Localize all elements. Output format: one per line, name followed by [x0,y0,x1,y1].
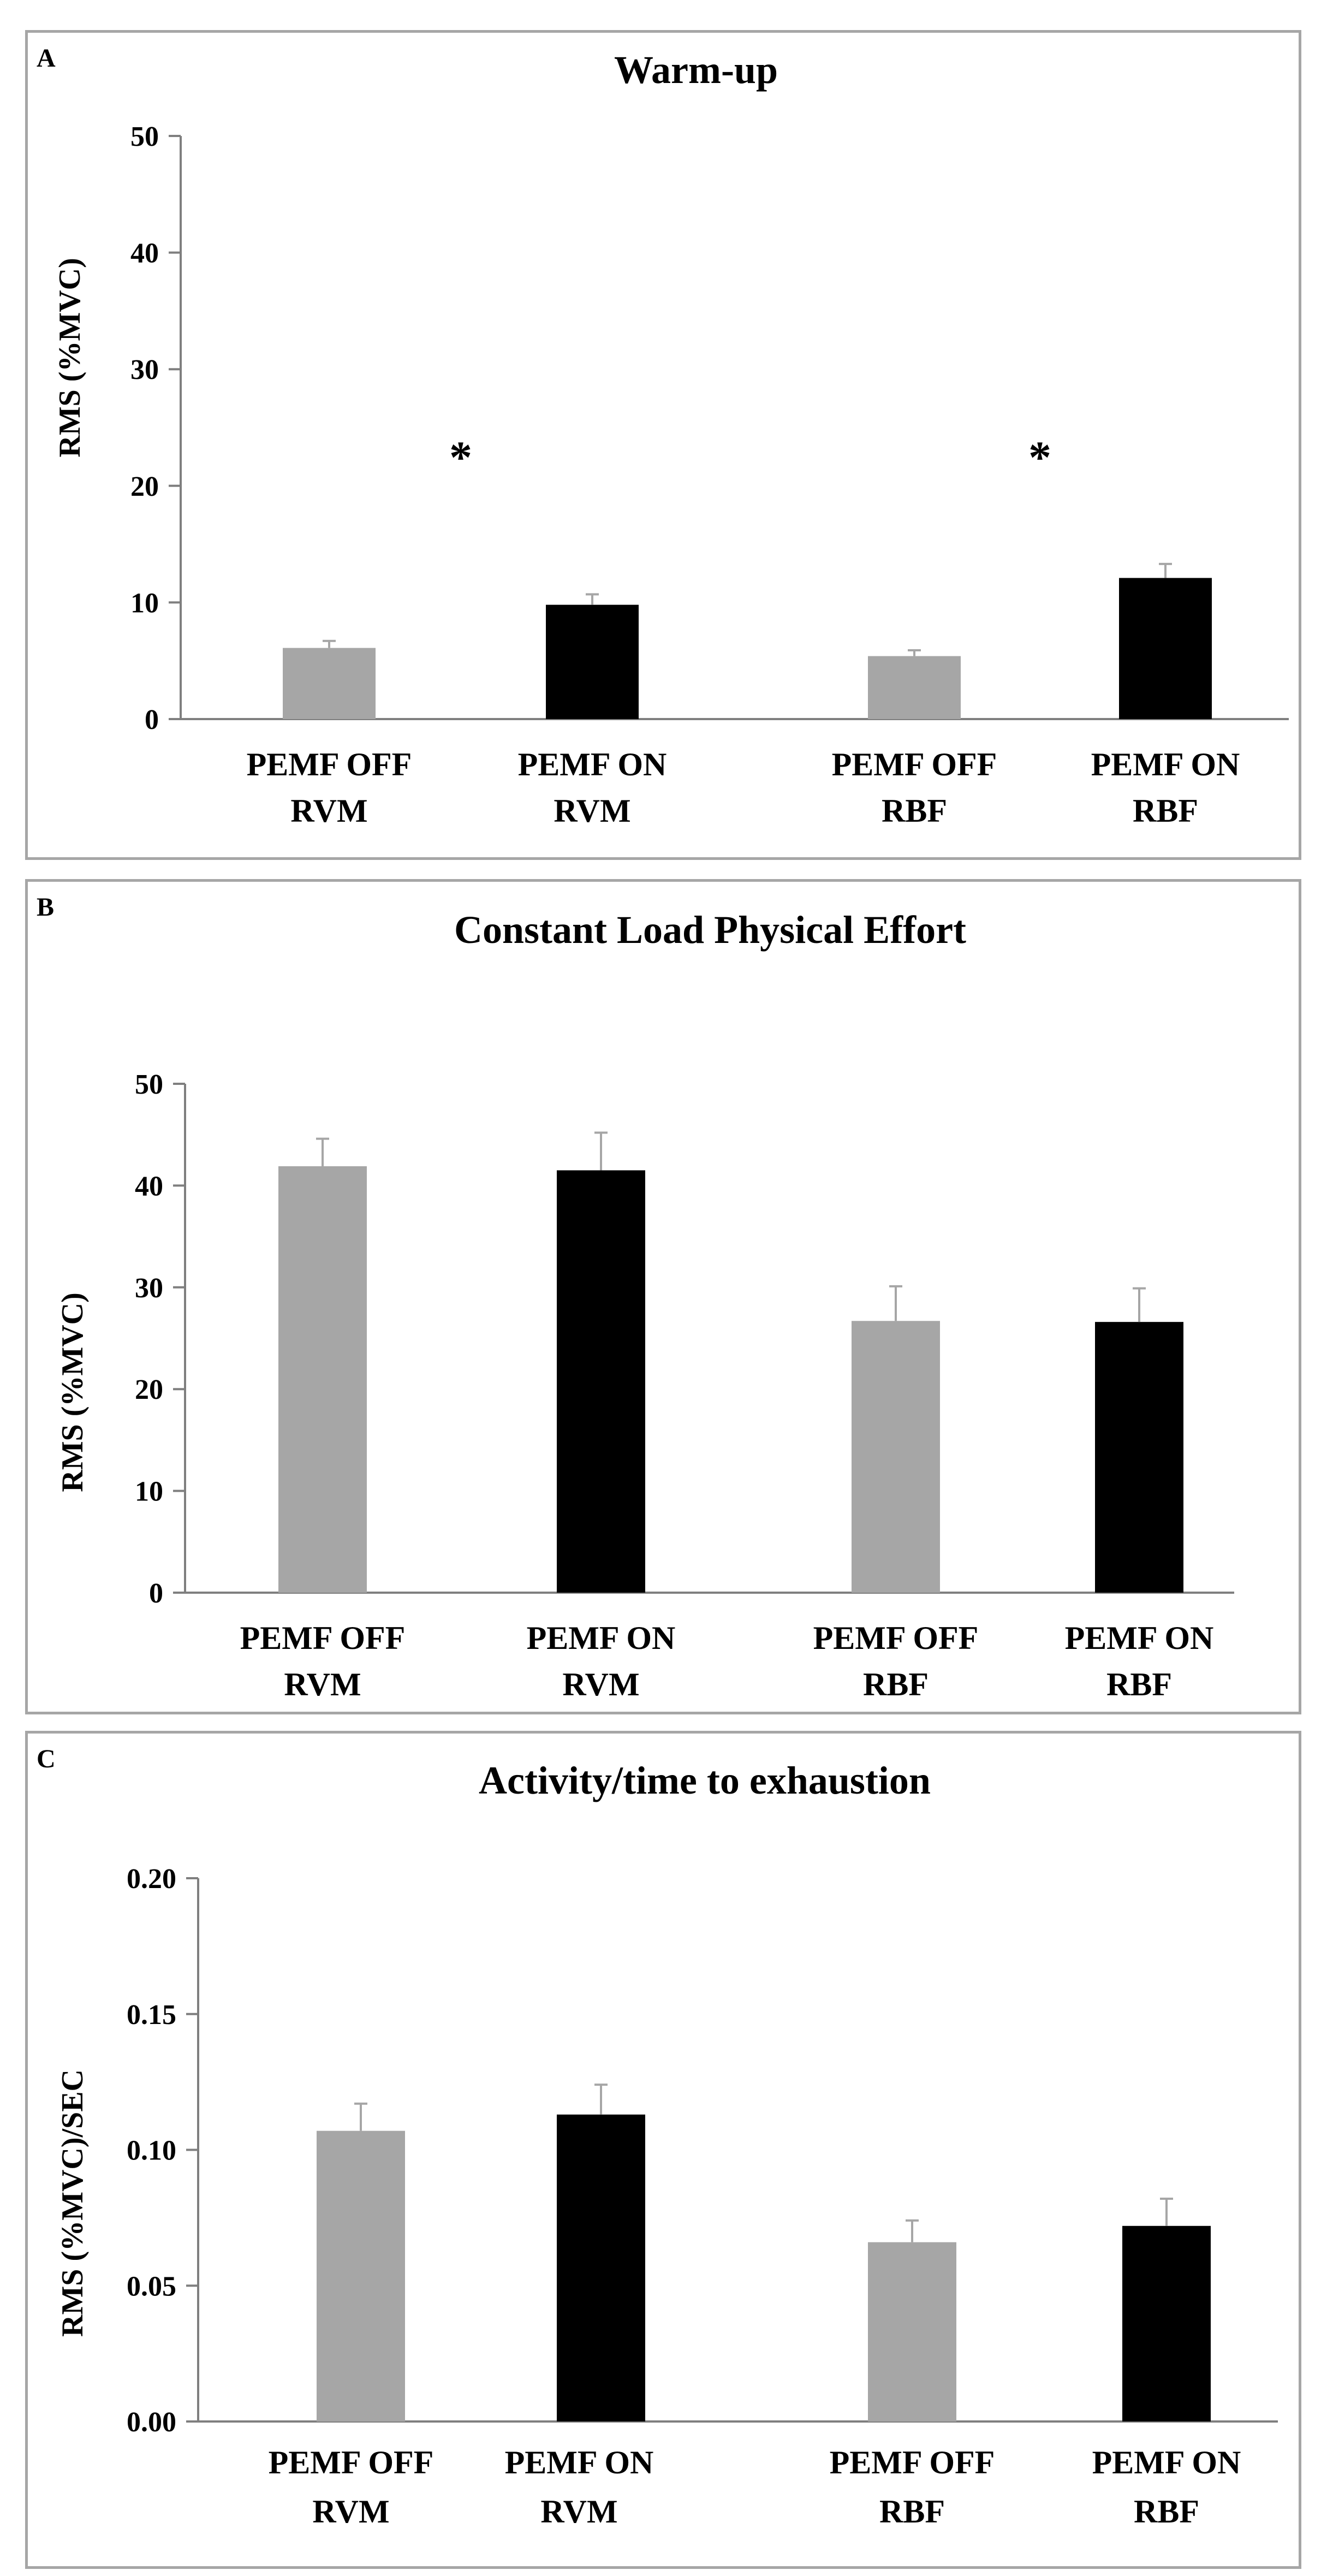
y-tick-label: 0.15 [127,1999,176,2031]
x-category-sublabel: RVM [312,2494,389,2530]
panel-b: B Constant Load Physical Effort RMS (%MV… [25,879,1301,1714]
x-category-label: PEMF OFF [832,746,997,782]
x-category-sublabel: RBF [1133,793,1198,829]
y-tick-label: 0.20 [127,1863,176,1895]
x-category-sublabel: RVM [562,1666,639,1702]
x-category-sublabel: RBF [863,1666,929,1702]
bar [868,656,961,719]
x-category-label: PEMF OFF [269,2444,434,2480]
bar [546,604,639,719]
significance-marker: * [1028,432,1051,483]
bar [557,1170,645,1593]
bar [852,1321,940,1593]
y-tick-label: 30 [135,1273,163,1304]
plot-area: 0 10 20 30 40 50 PEMF OFF RVM PEMF ON RVM PEMF OFF… [135,1069,1234,1702]
y-tick-label: 40 [135,1171,163,1202]
y-tick-label: 20 [135,1374,163,1405]
y-axis-title: RMS (%MVC) [53,258,87,457]
y-tick-label: 0.10 [127,2135,176,2167]
x-category-sublabel: RBF [1134,2494,1199,2530]
panel-letter: B [37,893,54,922]
panel-a: A Warm-up RMS (%MVC) 0 10 20 30 40 50 PEMF OFF… [25,30,1301,860]
bar [868,2242,956,2421]
y-tick-label: 40 [130,238,159,269]
chart-title: Constant Load Physical Effort [454,908,966,952]
panel-c: C Activity/time to exhaustion RMS (%MVC)… [25,1731,1301,2569]
plot-area: 0 10 20 30 40 50 PEMF OFF RVM PEMF ON RVM PEMF OFF… [130,121,1289,829]
bar [1095,1322,1183,1593]
y-tick-label: 0 [145,704,159,735]
x-category-label: PEMF ON [1091,746,1240,782]
panel-letter: A [37,44,56,73]
x-category-label: PEMF ON [1092,2444,1241,2480]
x-category-label: PEMF OFF [813,1620,979,1656]
chart-title: Warm-up [614,48,778,92]
y-tick-label: 0.05 [127,2271,176,2302]
x-category-sublabel: RVM [290,793,367,829]
x-category-label: PEMF ON [505,2444,654,2480]
bar [1119,578,1212,719]
x-category-sublabel: RBF [879,2494,945,2530]
panel-c-chart: C Activity/time to exhaustion RMS (%MVC)… [37,1744,1278,2530]
significance-marker: * [449,432,472,483]
bar [557,2114,645,2421]
panel-a-chart: A Warm-up RMS (%MVC) 0 10 20 30 40 50 PEMF OFF… [37,44,1289,829]
x-category-sublabel: RVM [554,793,630,829]
y-tick-label: 10 [135,1476,163,1507]
y-axis-title: RMS (%MVC)/SEC [56,2069,90,2337]
panel-b-chart: B Constant Load Physical Effort RMS (%MV… [37,893,1234,1702]
x-category-label: PEMF ON [527,1620,676,1656]
y-tick-label: 30 [130,354,159,385]
x-category-sublabel: RBF [1106,1666,1172,1702]
panel-letter: C [37,1744,56,1773]
chart-title: Activity/time to exhaustion [479,1759,931,1802]
x-category-label: PEMF OFF [240,1620,406,1656]
y-tick-label: 50 [135,1069,163,1100]
y-tick-label: 20 [130,471,159,502]
bar [283,648,376,719]
bar [278,1166,367,1593]
bar [317,2130,405,2421]
x-category-sublabel: RBF [882,793,947,829]
y-tick-label: 0.00 [127,2407,176,2438]
y-tick-label: 0 [149,1578,163,1609]
x-category-label: PEMF ON [518,746,667,782]
plot-area: 0.00 0.05 0.10 0.15 0.20 PEMF OFF RVM PEMF ON RV… [127,1863,1278,2530]
x-category-label: PEMF OFF [830,2444,995,2480]
x-category-label: PEMF OFF [247,746,412,782]
x-category-label: PEMF ON [1065,1620,1214,1656]
y-axis-title: RMS (%MVC) [56,1292,90,1492]
x-category-sublabel: RVM [284,1666,361,1702]
x-category-sublabel: RVM [540,2494,617,2530]
y-tick-label: 10 [130,587,159,619]
bar [1122,2225,1211,2421]
y-tick-label: 50 [130,121,159,152]
